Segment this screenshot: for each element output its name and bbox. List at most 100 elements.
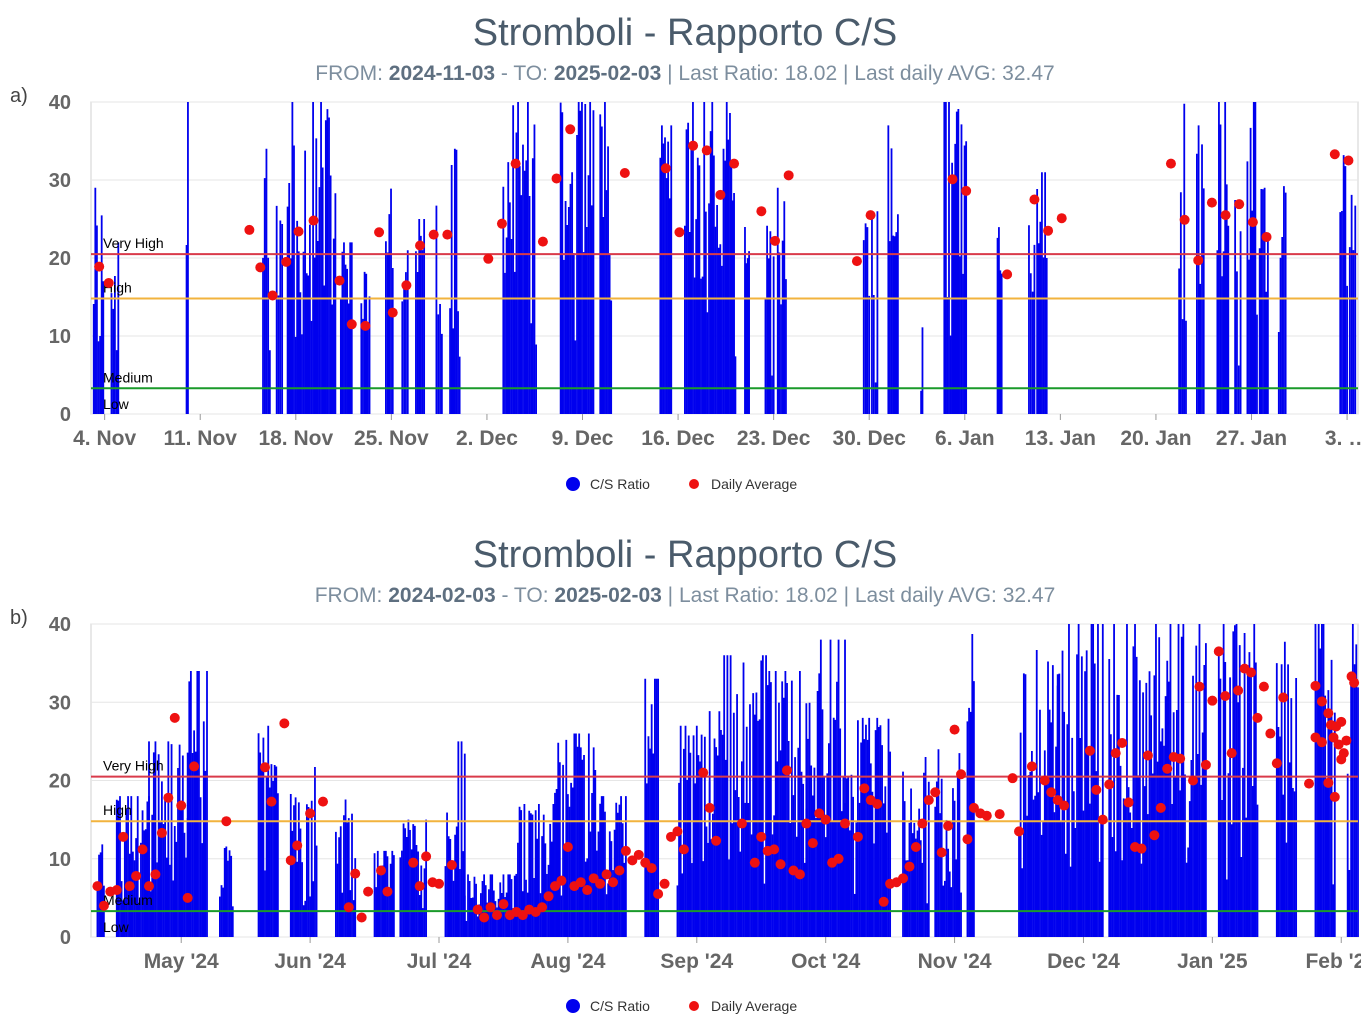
subtitle-last-avg: | Last daily AVG: 32.47 xyxy=(843,62,1055,85)
cs-ratio-series xyxy=(92,102,1357,414)
x-tick-label: May '24 xyxy=(144,950,219,973)
x-tick-label: Jan '25 xyxy=(1177,950,1248,973)
legend-ratio-label[interactable]: C/S Ratio xyxy=(590,476,650,492)
daily-average-point xyxy=(562,842,573,853)
daily-average-point xyxy=(1179,214,1190,225)
legend-avg-label[interactable]: Daily Average xyxy=(711,476,797,492)
daily-average-point xyxy=(1258,681,1269,692)
daily-average-point xyxy=(1084,745,1095,756)
daily-average-point xyxy=(150,869,161,880)
daily-average-point xyxy=(711,835,722,846)
subtitle-to-label: - TO: xyxy=(501,62,548,85)
daily-average-point xyxy=(472,904,483,915)
daily-average-point xyxy=(904,861,915,872)
daily-average-point xyxy=(1097,814,1108,825)
daily-average-point xyxy=(98,900,109,911)
daily-average-point xyxy=(1328,732,1339,743)
daily-average-point xyxy=(1039,775,1050,786)
x-tick-label: 13. Jan xyxy=(1025,427,1096,450)
daily-average-point xyxy=(434,878,445,889)
daily-average-point xyxy=(715,189,726,200)
daily-average-point xyxy=(898,873,909,884)
chart-panel-a: Stromboli - Rapporto C/S FROM: 2024-11-0… xyxy=(10,12,1361,492)
daily-average-point xyxy=(756,206,767,217)
daily-average-point xyxy=(801,818,812,829)
daily-average-point xyxy=(794,869,805,880)
daily-average-point xyxy=(1206,197,1217,208)
daily-average-point xyxy=(103,277,114,288)
daily-average-point xyxy=(1234,199,1245,210)
subtitle-last-ratio: | Last Ratio: 18.02 xyxy=(667,62,837,85)
daily-average-point xyxy=(1261,231,1272,242)
daily-average-point xyxy=(1265,728,1276,739)
daily-average-point xyxy=(1142,750,1153,761)
daily-average-point xyxy=(305,808,316,819)
daily-average-point xyxy=(674,227,685,238)
daily-average-point xyxy=(492,910,503,921)
x-axis: May '24 Jun '24 Jul '24 Aug '24 Sep '24 Oct '… xyxy=(144,937,1361,973)
daily-average-point xyxy=(169,712,180,723)
daily-average-point xyxy=(479,912,490,923)
daily-average-point xyxy=(1046,787,1057,798)
daily-average-point xyxy=(1331,721,1342,732)
daily-average-point xyxy=(92,881,103,892)
daily-average-point xyxy=(498,899,509,910)
daily-average-point xyxy=(421,851,432,862)
chart-title: Stromboli - Rapporto C/S xyxy=(473,12,898,54)
daily-average-point xyxy=(994,809,1005,820)
daily-average-point xyxy=(608,877,619,888)
chart-title: Stromboli - Rapporto C/S xyxy=(473,534,898,576)
legend[interactable]: C/S Ratio Daily Average xyxy=(566,476,797,492)
daily-average-point xyxy=(1343,155,1354,166)
daily-average-point xyxy=(736,818,747,829)
y-tick-label: 30 xyxy=(49,170,71,192)
daily-average-point xyxy=(1165,158,1176,169)
daily-average-point xyxy=(770,235,781,246)
chart-subtitle: FROM: 2024-11-03 - TO: 2025-02-03 | Last… xyxy=(315,62,1054,85)
daily-average-point xyxy=(1193,255,1204,266)
daily-average-point xyxy=(428,229,439,240)
daily-average-point xyxy=(1117,737,1128,748)
legend-ratio-marker xyxy=(566,477,580,491)
daily-average-point xyxy=(415,240,426,251)
threshold-label: Very High xyxy=(103,235,164,251)
subtitle-to-date: 2025-02-03 xyxy=(554,584,661,607)
legend-avg-label[interactable]: Daily Average xyxy=(711,998,797,1014)
legend-ratio-label[interactable]: C/S Ratio xyxy=(590,998,650,1014)
daily-average-point xyxy=(659,878,670,889)
daily-average-point xyxy=(961,185,972,196)
daily-average-point xyxy=(260,762,271,773)
daily-average-point xyxy=(943,820,954,831)
x-tick-label: 3. … xyxy=(1325,427,1361,450)
daily-average-point xyxy=(537,236,548,247)
daily-average-point xyxy=(496,218,507,229)
daily-average-point xyxy=(701,145,712,156)
daily-average-point xyxy=(343,902,354,913)
daily-average-point xyxy=(537,902,548,913)
daily-average-point xyxy=(376,865,387,876)
daily-average-point xyxy=(1323,777,1334,788)
daily-average-point xyxy=(363,886,374,897)
daily-average-point xyxy=(163,792,174,803)
daily-average-point xyxy=(485,902,496,913)
daily-average-point xyxy=(956,769,967,780)
legend-ratio-marker xyxy=(566,999,580,1013)
daily-average-point xyxy=(872,798,883,809)
daily-average-point xyxy=(1329,149,1340,160)
legend[interactable]: C/S Ratio Daily Average xyxy=(566,998,797,1014)
daily-average-point xyxy=(144,881,155,892)
daily-average-point xyxy=(446,860,457,871)
daily-average-point xyxy=(189,761,200,772)
daily-average-point xyxy=(783,170,794,181)
daily-average-point xyxy=(1252,712,1263,723)
daily-average-point xyxy=(1155,802,1166,813)
daily-average-point xyxy=(698,767,709,778)
daily-average-point xyxy=(756,831,767,842)
daily-average-point xyxy=(1226,748,1237,759)
daily-average-point xyxy=(962,834,973,845)
y-tick-label: 0 xyxy=(60,404,71,426)
daily-average-point xyxy=(281,256,292,267)
daily-average-point xyxy=(923,795,934,806)
daily-average-point xyxy=(878,896,889,907)
x-axis: 4. Nov 11. Nov 18. Nov 25. Nov 2. Dec 9. Dec 1… xyxy=(73,414,1361,450)
